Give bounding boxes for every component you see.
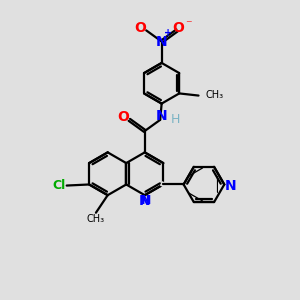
Text: ⁻: ⁻ bbox=[185, 19, 192, 32]
Text: CH₃: CH₃ bbox=[205, 90, 223, 100]
Text: N: N bbox=[156, 109, 168, 123]
Text: O: O bbox=[172, 21, 184, 35]
Text: O: O bbox=[117, 110, 129, 124]
Text: N: N bbox=[156, 34, 167, 49]
Text: CH₃: CH₃ bbox=[87, 214, 105, 224]
Text: O: O bbox=[134, 21, 146, 35]
Text: Cl: Cl bbox=[52, 179, 66, 192]
Text: H: H bbox=[171, 113, 180, 126]
Text: +: + bbox=[164, 28, 172, 38]
Text: N: N bbox=[141, 194, 151, 207]
Text: N: N bbox=[139, 194, 151, 208]
Text: N: N bbox=[224, 179, 236, 193]
